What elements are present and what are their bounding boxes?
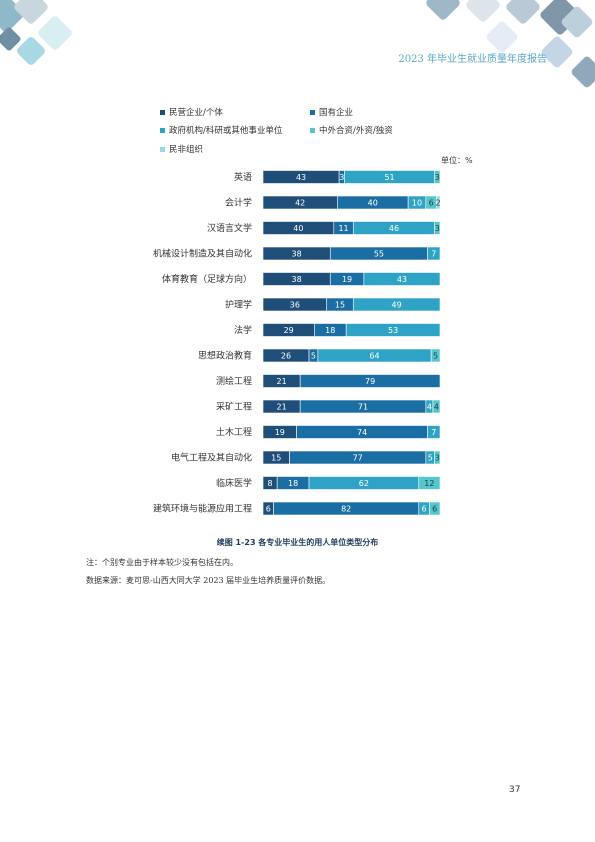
legend-swatch [160, 147, 165, 152]
value-label: 71 [358, 403, 368, 412]
value-label: 10 [412, 199, 422, 208]
note: 注：个别专业由于样本较少没有包括在内。 [86, 558, 238, 567]
bar-segment [429, 501, 441, 516]
value-label: 5 [428, 454, 433, 463]
value-label: 21 [276, 377, 286, 386]
value-label: 46 [389, 224, 399, 233]
value-label: 3 [435, 173, 440, 182]
value-label: 3 [435, 454, 440, 463]
value-label: 43 [397, 275, 407, 284]
bar-segment [427, 246, 441, 261]
bar-segment [434, 221, 441, 235]
value-label: 43 [296, 173, 306, 182]
value-label: 5 [311, 352, 316, 361]
value-label: 15 [335, 301, 345, 310]
category-label: 思想政治教育 [198, 350, 252, 362]
value-label: 19 [342, 275, 352, 284]
value-label: 82 [341, 505, 351, 514]
value-label: 77 [353, 454, 363, 463]
category-label: 汉语言文学 [207, 222, 252, 234]
unit-label: 单位：% [441, 155, 473, 165]
category-label: 护理学 [225, 299, 252, 311]
decoration [0, 0, 595, 88]
value-label: 4 [427, 403, 432, 412]
category-label: 机械设计制造及其自动化 [153, 248, 252, 260]
value-label: 18 [325, 326, 335, 335]
value-label: 36 [290, 301, 300, 310]
value-label: 21 [276, 403, 286, 412]
legend-swatch [160, 128, 165, 133]
value-label: 38 [292, 275, 302, 284]
legend-label: 中外合资/外资/独资 [319, 125, 393, 136]
legend-label: 政府机构/科研或其他事业单位 [169, 125, 283, 136]
value-label: 3 [435, 224, 440, 233]
value-label: 40 [368, 199, 378, 208]
value-label: 7 [431, 250, 436, 259]
legend-label: 民非组织 [169, 144, 203, 155]
value-label: 6 [429, 199, 434, 208]
bar-segment [352, 297, 441, 312]
value-label: 7 [431, 428, 436, 437]
value-label: 8 [268, 479, 273, 488]
legend-swatch [310, 128, 315, 133]
bar-segment [418, 476, 441, 490]
value-label: 29 [284, 326, 294, 335]
value-label: 53 [388, 326, 398, 335]
legend-swatch [160, 110, 165, 115]
value-label: 74 [357, 428, 367, 437]
value-label: 12 [424, 479, 434, 488]
value-label: 38 [292, 250, 302, 259]
value-label: 62 [359, 479, 369, 488]
value-label: 6 [266, 505, 271, 514]
bar-segment [434, 170, 441, 184]
bar-segment [436, 195, 441, 210]
value-label: 18 [288, 479, 298, 488]
value-label: 40 [293, 224, 303, 233]
category-label: 英语 [234, 171, 252, 183]
value-label: 49 [392, 301, 402, 310]
bar-segment [434, 450, 441, 465]
value-label: 6 [422, 505, 427, 514]
value-label: 4 [434, 403, 439, 412]
value-label: 55 [374, 250, 384, 259]
source: 数据来源：麦可思-山西大同大学 2023 届毕业生培养质量评价数据。 [86, 576, 331, 585]
value-label: 19 [275, 428, 285, 437]
category-label: 法学 [234, 324, 252, 336]
value-label: 2 [436, 199, 441, 208]
bar-segment [432, 399, 441, 414]
value-label: 51 [384, 173, 394, 182]
legend-label: 国有企业 [319, 107, 353, 118]
category-label: 土木工程 [216, 426, 252, 438]
value-label: 6 [432, 505, 437, 514]
value-label: 42 [295, 199, 305, 208]
category-label: 测绘工程 [216, 375, 252, 387]
value-label: 3 [339, 173, 344, 182]
value-label: 5 [433, 352, 438, 361]
figure-caption: 续图 1-23 各专业毕业生的用人单位类型分布 [216, 538, 379, 547]
bar-segment [430, 348, 441, 363]
bar-segment [427, 425, 441, 439]
bar-segment [363, 272, 441, 286]
value-label: 15 [271, 454, 281, 463]
category-label: 体育教育（足球方向） [162, 273, 252, 285]
category-label: 会计学 [225, 197, 252, 209]
bar-segment [299, 374, 441, 388]
value-label: 79 [365, 377, 375, 386]
value-label: 26 [281, 352, 291, 361]
page-number: 37 [509, 785, 521, 795]
value-label: 11 [338, 224, 348, 233]
category-label: 建筑环境与能源应用工程 [153, 503, 252, 515]
category-label: 采矿工程 [216, 401, 252, 413]
category-label: 电气工程及其自动化 [171, 452, 252, 464]
value-label: 64 [369, 352, 379, 361]
header-title: 2023 年毕业生就业质量年度报告 [398, 54, 547, 65]
legend-swatch [310, 110, 315, 115]
bar-segment [345, 323, 441, 337]
category-label: 临床医学 [216, 477, 252, 489]
legend-label: 民营企业/个体 [169, 107, 223, 118]
